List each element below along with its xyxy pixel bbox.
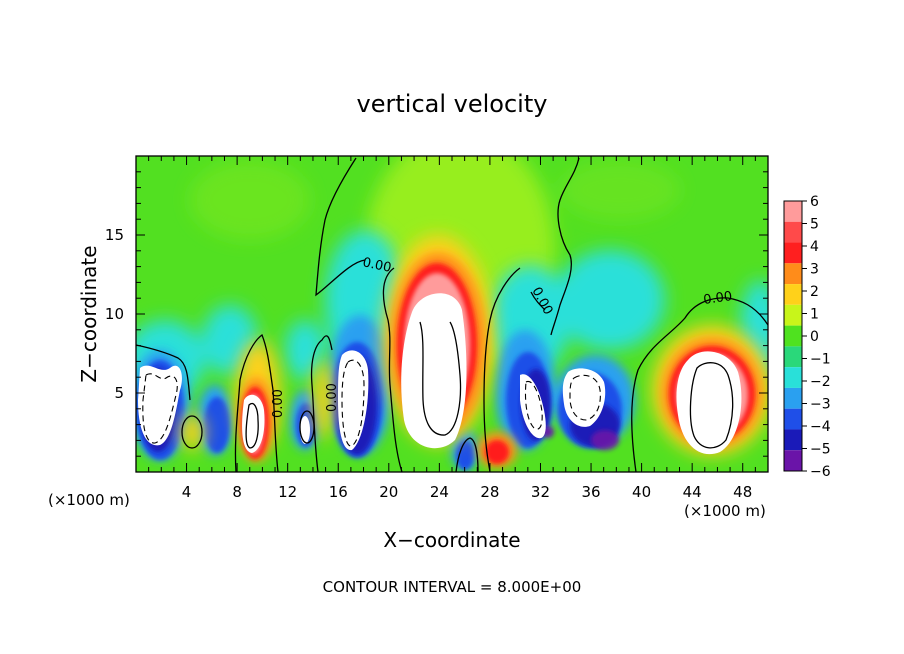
y-tick-label: 10 bbox=[105, 305, 124, 323]
colorbar-swatch bbox=[784, 221, 802, 243]
dashed-contours bbox=[142, 359, 601, 447]
x-axis: 4 8 12 16 20 24 28 32 36 40 44 48 bbox=[135, 156, 769, 501]
colorbar-label: −5 bbox=[810, 442, 831, 458]
x-tick-label: 20 bbox=[379, 483, 398, 501]
colorbar-swatch bbox=[784, 450, 802, 471]
colorbar-swatch bbox=[784, 325, 802, 347]
colorbar-label: −2 bbox=[810, 374, 831, 390]
colorbar-label: 0 bbox=[810, 329, 819, 345]
contour-label: 0.00 bbox=[361, 255, 392, 276]
y-axis-title: Z−coordinate bbox=[77, 245, 101, 382]
contour-label: 0.00 bbox=[702, 289, 733, 308]
colorbar-label: 3 bbox=[810, 262, 819, 278]
colorbar-label: 6 bbox=[810, 194, 819, 210]
colorbar-swatch bbox=[784, 387, 802, 409]
colorbar-swatch bbox=[784, 263, 802, 285]
colorbar-swatch bbox=[784, 367, 802, 388]
x-tick-label: 32 bbox=[531, 483, 550, 501]
colorbar-label: −6 bbox=[810, 464, 831, 480]
contour-label: 0.00 bbox=[325, 383, 340, 412]
y-axis: 5 10 15 bbox=[105, 155, 768, 473]
x-tick-label: 36 bbox=[581, 483, 600, 501]
x-unit-left: (×1000 m) bbox=[48, 491, 130, 509]
colorbar-swatch bbox=[784, 284, 802, 305]
x-tick-label: 40 bbox=[632, 483, 651, 501]
colorbar: 6 5 4 3 2 1 0 −1 −2 −3 −4 −5 −6 bbox=[783, 194, 831, 480]
colorbar-swatch bbox=[784, 201, 802, 222]
colorbar-swatch bbox=[784, 408, 802, 430]
plot-area: 0.00 0.00 0.00 0.00 0.00 bbox=[136, 156, 768, 472]
colorbar-swatch bbox=[784, 346, 802, 368]
colorbar-label: 2 bbox=[810, 284, 819, 300]
x-tick-label: 12 bbox=[278, 483, 297, 501]
colorbar-label: 4 bbox=[810, 239, 819, 255]
x-unit-right: (×1000 m) bbox=[684, 502, 766, 520]
x-tick-label: 4 bbox=[182, 483, 192, 501]
colorbar-label: −1 bbox=[810, 352, 831, 368]
solid-contours bbox=[136, 157, 768, 472]
colorbar-label: −3 bbox=[810, 397, 831, 413]
colorbar-swatch bbox=[784, 429, 802, 451]
x-axis-title: X−coordinate bbox=[383, 528, 520, 552]
colorbar-swatch bbox=[784, 242, 802, 264]
x-tick-label: 48 bbox=[733, 483, 752, 501]
contour-label: 0.00 bbox=[271, 389, 286, 418]
colorbar-label: 5 bbox=[810, 217, 819, 233]
y-tick-label: 15 bbox=[105, 226, 124, 244]
x-tick-label: 44 bbox=[683, 483, 702, 501]
x-tick-label: 24 bbox=[430, 483, 449, 501]
chart-title: vertical velocity bbox=[357, 90, 548, 118]
colorbar-swatch bbox=[784, 304, 802, 326]
x-tick-label: 16 bbox=[329, 483, 348, 501]
x-tick-label: 28 bbox=[480, 483, 499, 501]
x-tick-label: 8 bbox=[232, 483, 242, 501]
contour-interval-note: CONTOUR INTERVAL = 8.000E+00 bbox=[323, 578, 582, 596]
y-tick-label: 5 bbox=[114, 384, 124, 402]
colorbar-label: 1 bbox=[810, 307, 819, 323]
colorbar-label: −4 bbox=[810, 419, 831, 435]
